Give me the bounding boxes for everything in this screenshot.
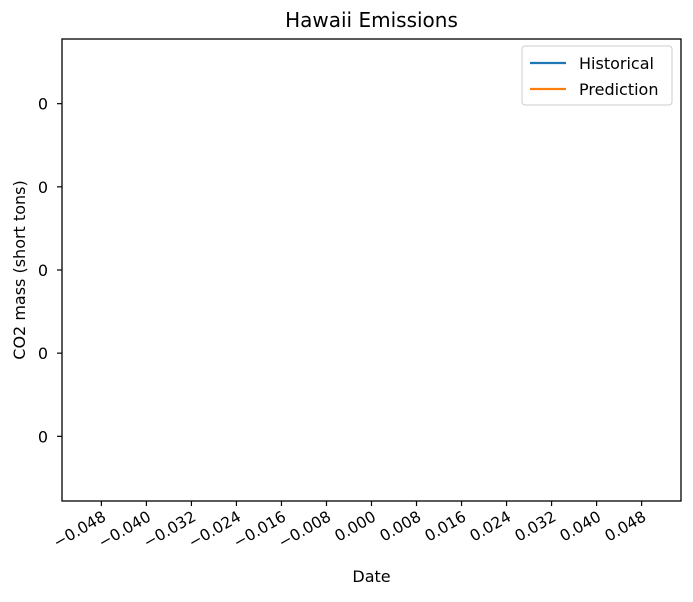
y-tick-label: 0 <box>38 344 48 363</box>
x-axis-label: Date <box>352 567 390 586</box>
y-tick-label: 0 <box>38 261 48 280</box>
y-tick-label: 0 <box>38 427 48 446</box>
legend: Historical Prediction <box>521 45 673 106</box>
chart-title: Hawaii Emissions <box>285 8 458 32</box>
legend-box <box>521 45 673 106</box>
legend-label: Prediction <box>579 80 658 99</box>
y-tick-label: 0 <box>38 95 48 114</box>
legend-label: Historical <box>579 54 654 73</box>
y-tick-label: 0 <box>38 178 48 197</box>
y-axis-label: CO2 mass (short tons) <box>10 180 29 359</box>
